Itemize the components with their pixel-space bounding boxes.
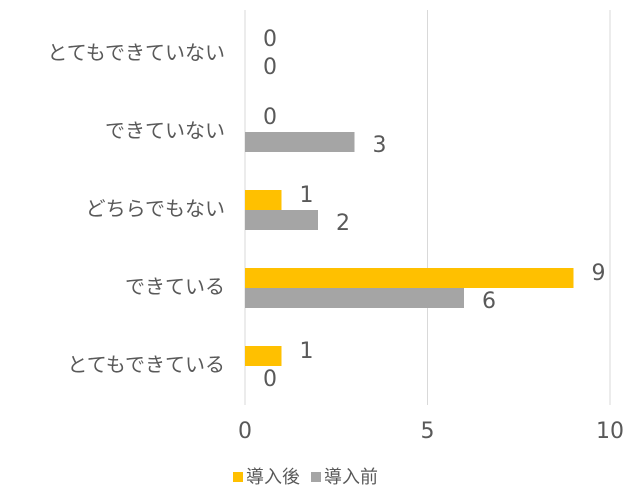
bar	[245, 268, 574, 288]
data-label: 0	[263, 55, 277, 80]
bar	[245, 210, 318, 230]
bar	[245, 190, 282, 210]
x-tick-label: 0	[238, 419, 252, 444]
legend-swatch	[311, 472, 321, 482]
legend-label: 導入前	[324, 467, 378, 488]
bar	[245, 288, 464, 308]
data-label: 0	[263, 105, 277, 130]
x-tick-label: 10	[596, 419, 624, 444]
y-tick-label: できている	[125, 275, 225, 299]
y-tick-label: とてもできていない	[47, 41, 225, 65]
data-label: 3	[373, 133, 387, 158]
y-tick-label: どちらでもない	[86, 197, 225, 221]
data-label: 0	[263, 367, 277, 392]
legend-swatch	[233, 472, 243, 482]
data-label: 6	[482, 289, 496, 314]
bar	[245, 346, 282, 366]
legend-label: 導入後	[246, 467, 300, 488]
data-label: 0	[263, 27, 277, 52]
data-label: 1	[300, 339, 314, 364]
y-tick-label: とてもできている	[67, 353, 225, 377]
data-label: 2	[336, 211, 350, 236]
x-tick-label: 5	[421, 419, 435, 444]
bar	[245, 132, 355, 152]
y-tick-label: できていない	[105, 119, 225, 143]
data-label: 9	[592, 261, 606, 286]
data-label: 1	[300, 183, 314, 208]
